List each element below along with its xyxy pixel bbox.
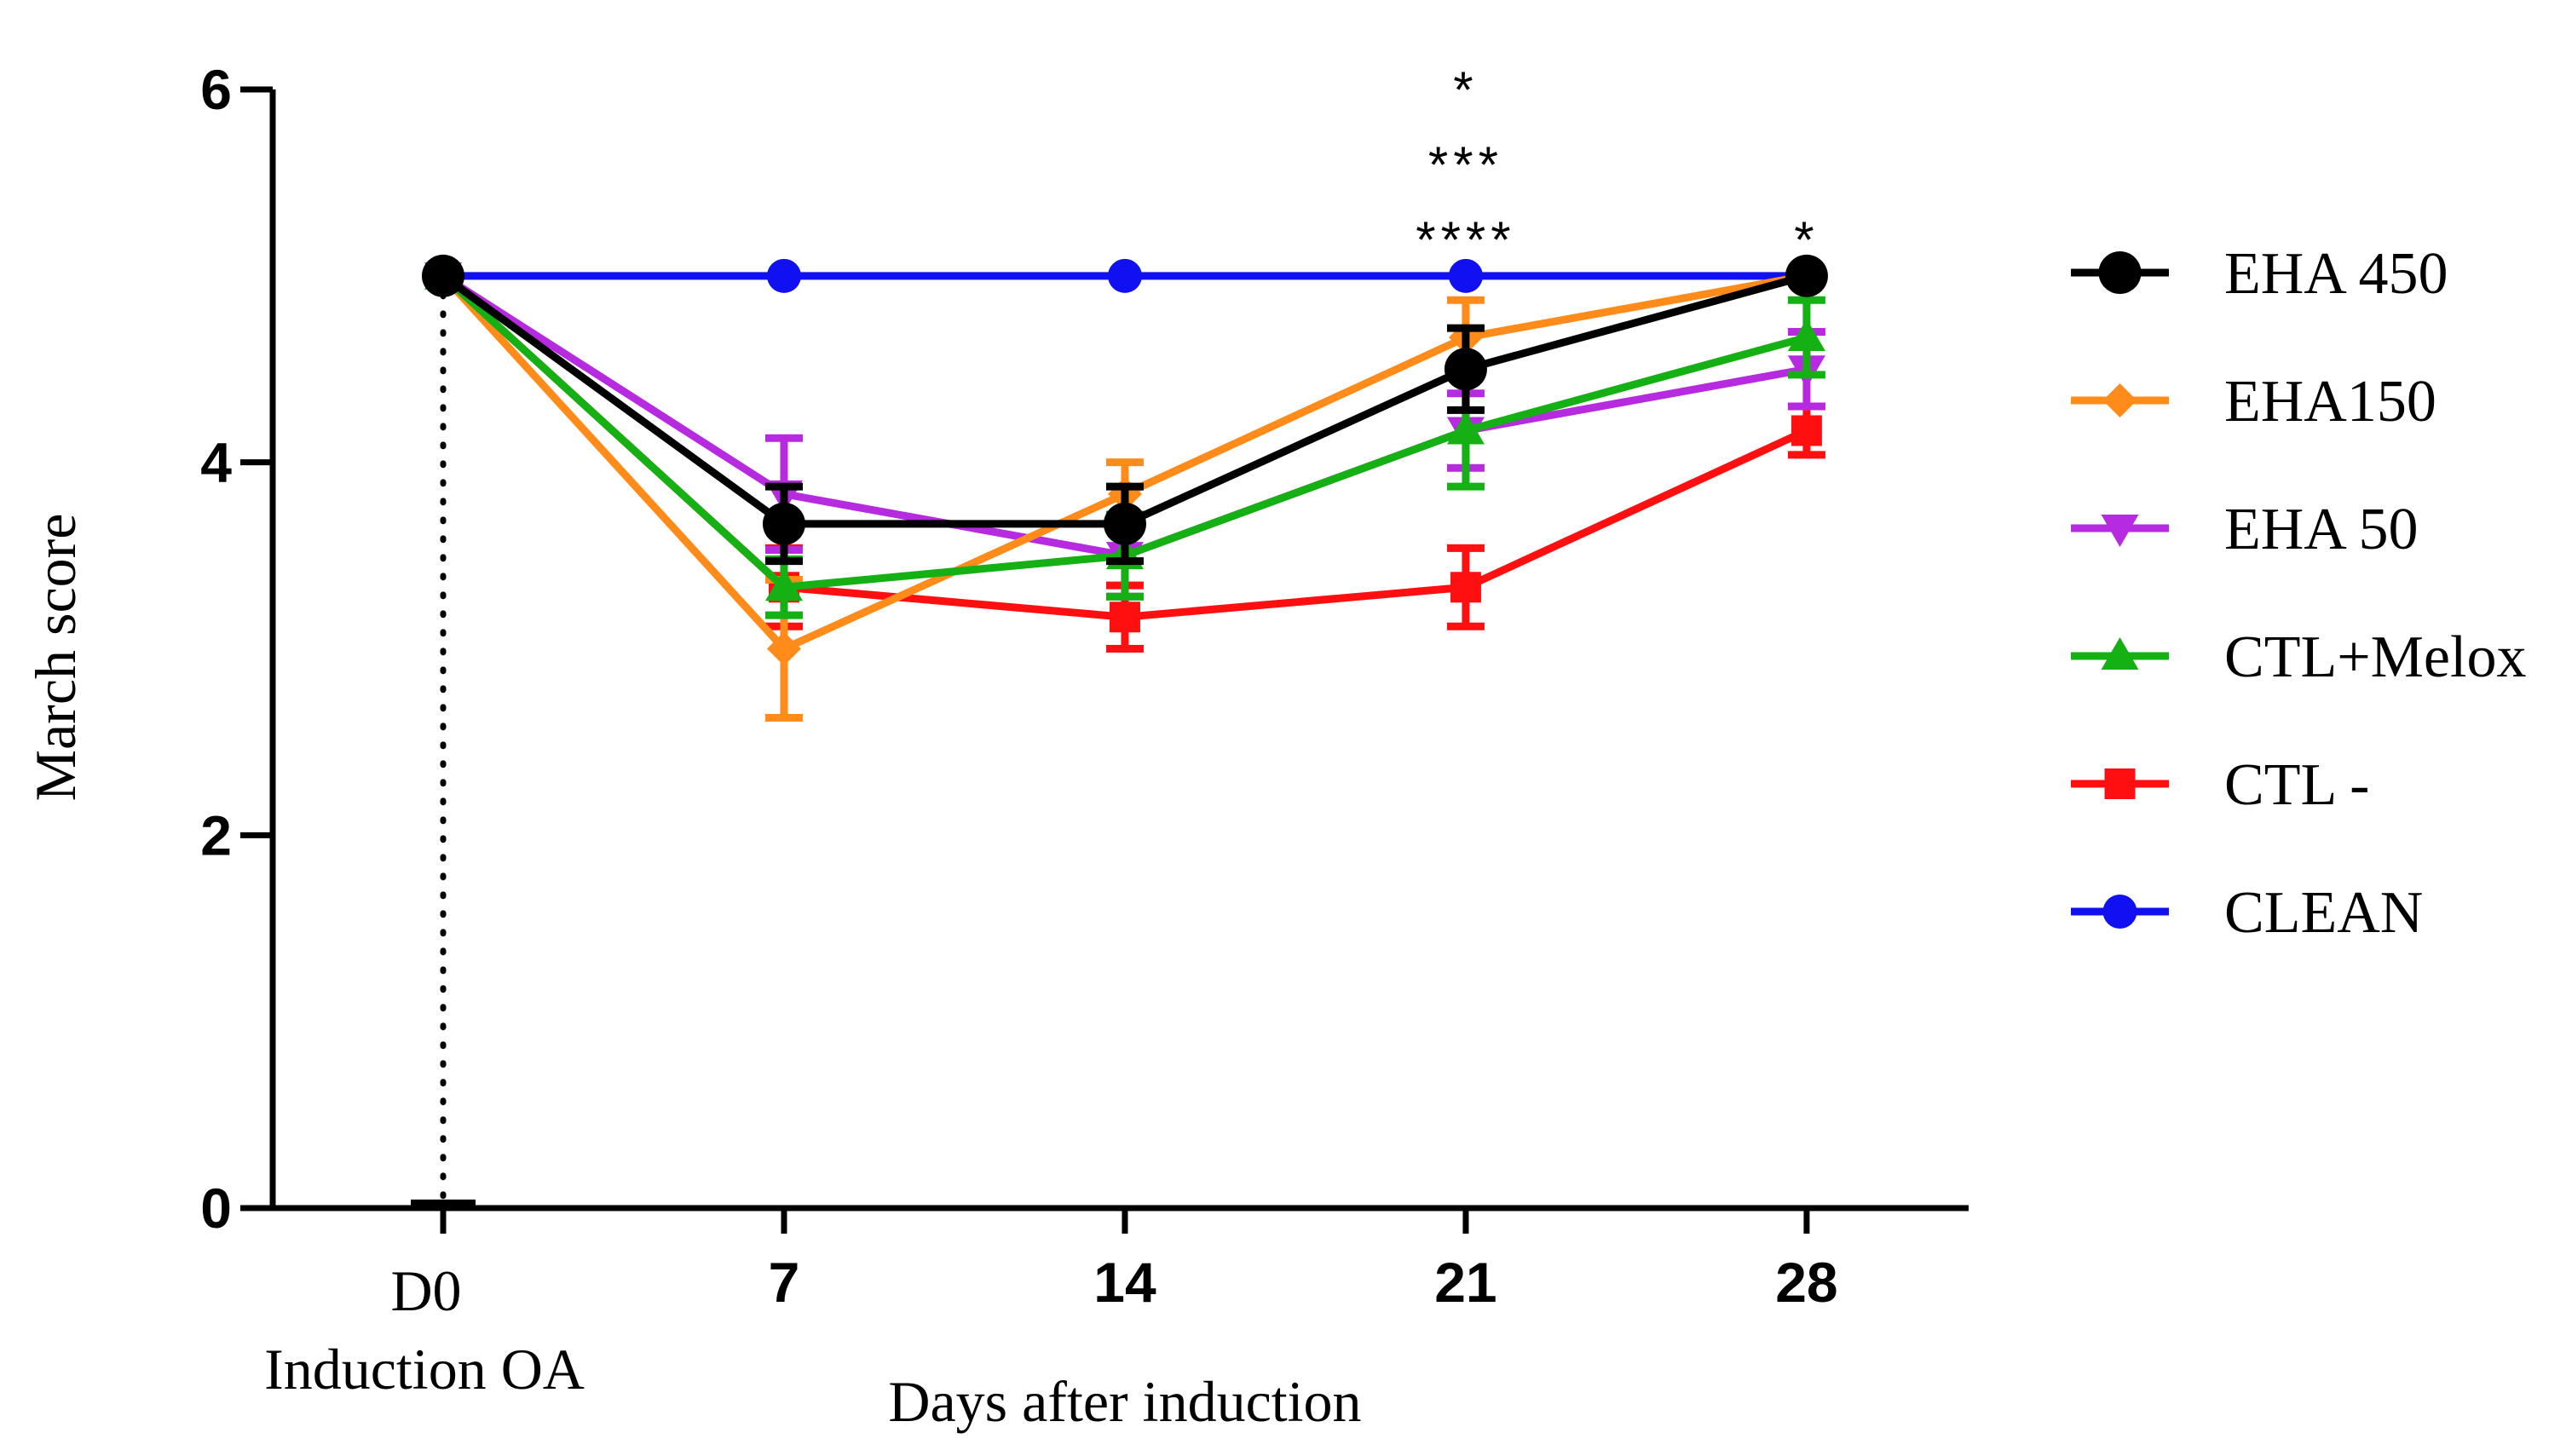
x-tick-label: D0 (390, 1258, 461, 1323)
y-axis-title: March score (23, 514, 88, 802)
data-point (766, 631, 801, 666)
legend-marker (2101, 637, 2139, 670)
data-point (762, 502, 805, 545)
y-tick-label: 0 (200, 1177, 232, 1240)
data-point (764, 568, 803, 601)
significance-marker: *** (1428, 136, 1503, 193)
data-point (766, 258, 801, 293)
y-tick-label: 2 (200, 803, 232, 866)
data-point (422, 254, 464, 297)
series-clean (426, 258, 1824, 293)
x-axis-title: Days after induction (888, 1369, 1361, 1434)
axes-layer: 0 2 4 6 D0 Induction OA 7 14 21 28 (200, 58, 1969, 1401)
x-tick-label: 21 (1434, 1251, 1496, 1314)
data-point (1444, 348, 1487, 391)
series-eha-450 (422, 254, 1828, 566)
data-point (1109, 601, 1140, 633)
data-point (1107, 258, 1142, 293)
significance-marker: * (1453, 61, 1478, 118)
data-point (1787, 319, 1825, 352)
x-tick-label: 7 (769, 1251, 800, 1314)
x-tick-label: Induction OA (264, 1337, 585, 1401)
legend-marker (2098, 251, 2142, 294)
legend-item: EHA 50 (2071, 497, 2419, 562)
legend-marker (2104, 768, 2136, 799)
legend-item: CLEAN (2071, 880, 2423, 946)
y-tick-label: 4 (200, 431, 232, 494)
legend-label: CTL+Melox (2224, 624, 2526, 690)
legend-label: CLEAN (2224, 880, 2423, 946)
legend-label: EHA 450 (2224, 241, 2448, 307)
x-tick-label: 14 (1093, 1251, 1156, 1314)
legend-item: CTL - (2071, 752, 2369, 818)
data-point (1785, 254, 1828, 297)
legend-label: CTL - (2224, 752, 2369, 818)
legend-item: CTL+Melox (2071, 624, 2526, 690)
data-point (1791, 415, 1822, 446)
legend-marker (2102, 383, 2137, 417)
data-point (1450, 572, 1481, 603)
legend-marker (2101, 515, 2139, 547)
x-tick-label: 28 (1775, 1251, 1837, 1314)
data-point (1103, 502, 1146, 545)
plot-lines-layer (411, 254, 1828, 1211)
data-point (1448, 258, 1483, 293)
legend-item: EHA150 (2071, 369, 2436, 434)
significance-marker: **** (1416, 211, 1515, 268)
legend-item: EHA 450 (2071, 241, 2448, 307)
legend-label: EHA150 (2224, 369, 2436, 434)
significance-marker: * (1794, 211, 1819, 268)
legend: EHA 450 EHA150 EHA 50 CTL+Melox CTL - CLEAN (2071, 241, 2526, 946)
legend-label: EHA 50 (2224, 497, 2419, 562)
annotation-layer: ******** * (1416, 61, 1819, 268)
data-point (1446, 411, 1485, 445)
y-tick-label: 6 (200, 58, 232, 121)
legend-marker (2102, 895, 2137, 929)
